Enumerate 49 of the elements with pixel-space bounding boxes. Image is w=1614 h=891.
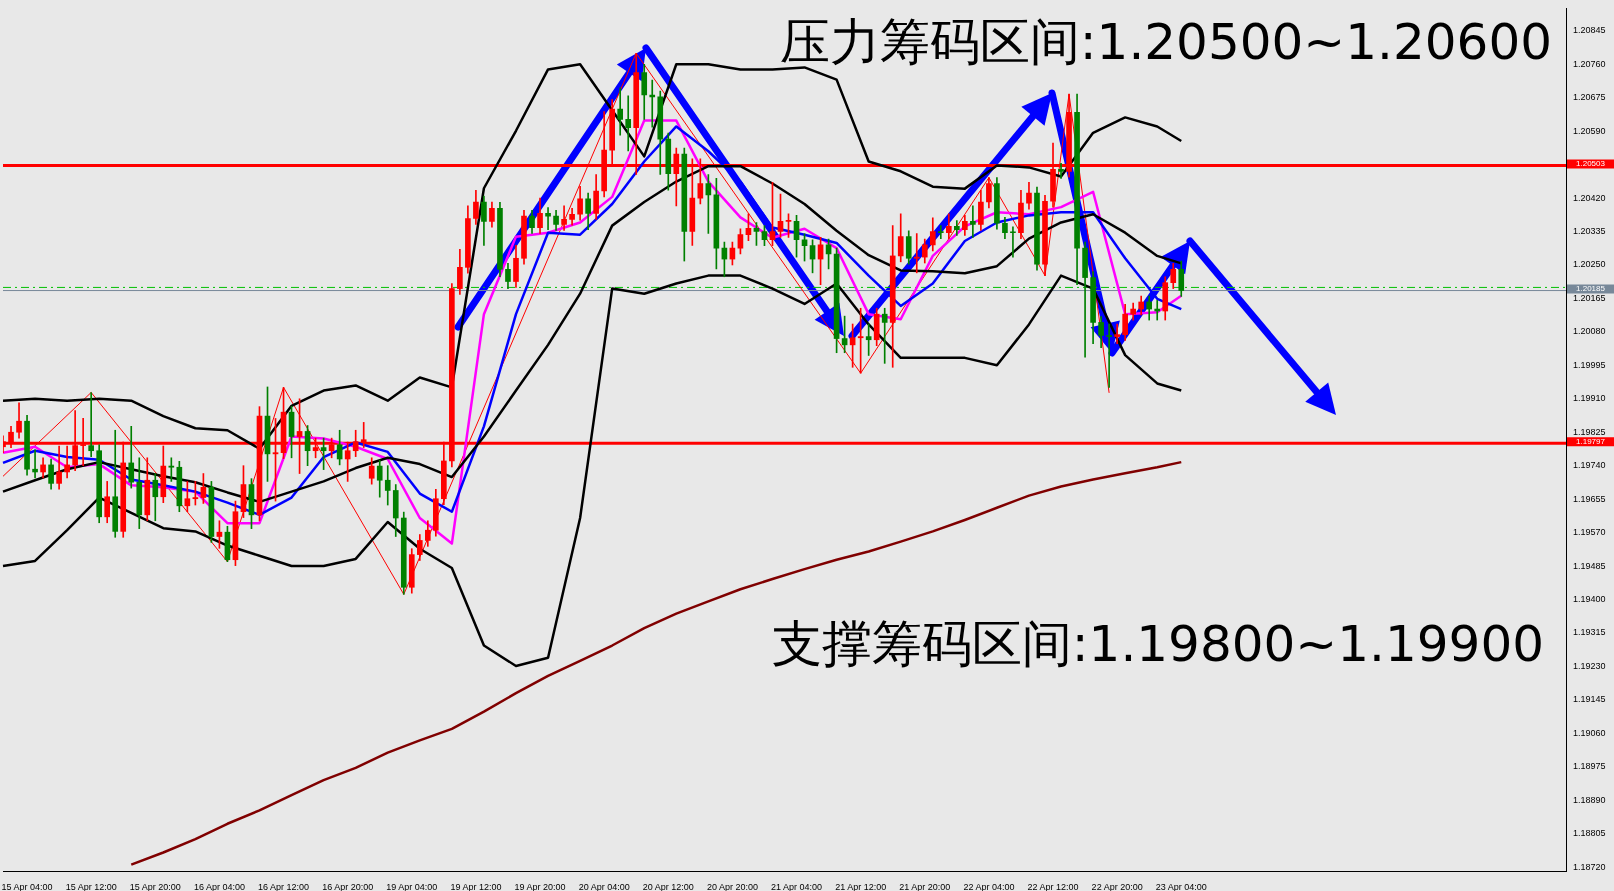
ref-line-label: 1.20503: [1576, 159, 1606, 169]
x-tick-label: 20 Apr 04:00: [578, 881, 630, 891]
y-tick-label: 1.18720: [1573, 861, 1606, 872]
y-tick-label: 1.19825: [1573, 426, 1606, 437]
x-tick-label: 15 Apr 04:00: [1, 881, 53, 891]
y-tick-label: 1.18975: [1573, 761, 1606, 772]
y-tick-label: 1.18805: [1573, 828, 1606, 839]
y-tick-label: 1.20420: [1573, 192, 1606, 203]
x-tick-label: 20 Apr 20:00: [706, 881, 758, 891]
annotation: 压力筹码区间:1.20500~1.20600: [779, 12, 1552, 71]
y-tick-label: 1.19485: [1573, 560, 1606, 571]
x-tick-label: 22 Apr 20:00: [1091, 881, 1143, 891]
y-tick-label: 1.19230: [1573, 660, 1606, 671]
x-tick-label: 16 Apr 12:00: [258, 881, 310, 891]
y-tick-label: 1.20335: [1573, 226, 1606, 237]
x-tick-label: 19 Apr 20:00: [514, 881, 566, 891]
x-tick-label: 22 Apr 04:00: [963, 881, 1015, 891]
x-tick-label: 21 Apr 20:00: [899, 881, 951, 891]
ref-line-label: 1.20185: [1576, 284, 1606, 294]
y-tick-label: 1.20760: [1573, 58, 1606, 69]
y-tick-label: 1.18890: [1573, 794, 1606, 805]
x-tick-label: 21 Apr 04:00: [771, 881, 823, 891]
y-tick-label: 1.19060: [1573, 727, 1606, 738]
x-tick-label: 15 Apr 12:00: [65, 881, 117, 891]
y-tick-label: 1.20845: [1573, 25, 1606, 36]
y-tick-label: 1.20080: [1573, 326, 1606, 337]
y-tick-label: 1.20590: [1573, 125, 1606, 136]
x-tick-label: 22 Apr 12:00: [1027, 881, 1079, 891]
x-tick-label: 19 Apr 04:00: [386, 881, 438, 891]
y-tick-label: 1.19400: [1573, 593, 1606, 604]
y-tick-label: 1.20675: [1573, 92, 1606, 103]
x-tick-label: 21 Apr 12:00: [835, 881, 887, 891]
y-tick-label: 1.20250: [1573, 259, 1606, 270]
x-tick-label: 19 Apr 12:00: [450, 881, 502, 891]
y-tick-label: 1.19570: [1573, 527, 1606, 538]
y-tick-label: 1.20165: [1573, 292, 1606, 303]
x-tick-label: 16 Apr 20:00: [322, 881, 374, 891]
x-tick-label: 23 Apr 04:00: [1155, 881, 1207, 891]
y-tick-label: 1.19145: [1573, 694, 1606, 705]
ref-line-label: 1.19797: [1576, 436, 1606, 446]
y-tick-label: 1.19995: [1573, 359, 1606, 370]
y-tick-label: 1.19655: [1573, 493, 1606, 504]
x-tick-label: 16 Apr 04:00: [193, 881, 245, 891]
annotation: 支撑筹码区间:1.19800~1.19900: [771, 614, 1544, 673]
x-tick-label: 15 Apr 20:00: [129, 881, 181, 891]
y-tick-label: 1.19315: [1573, 627, 1606, 638]
x-tick-label: 20 Apr 12:00: [642, 881, 694, 891]
y-tick-label: 1.19910: [1573, 393, 1606, 404]
y-tick-label: 1.19740: [1573, 460, 1606, 471]
